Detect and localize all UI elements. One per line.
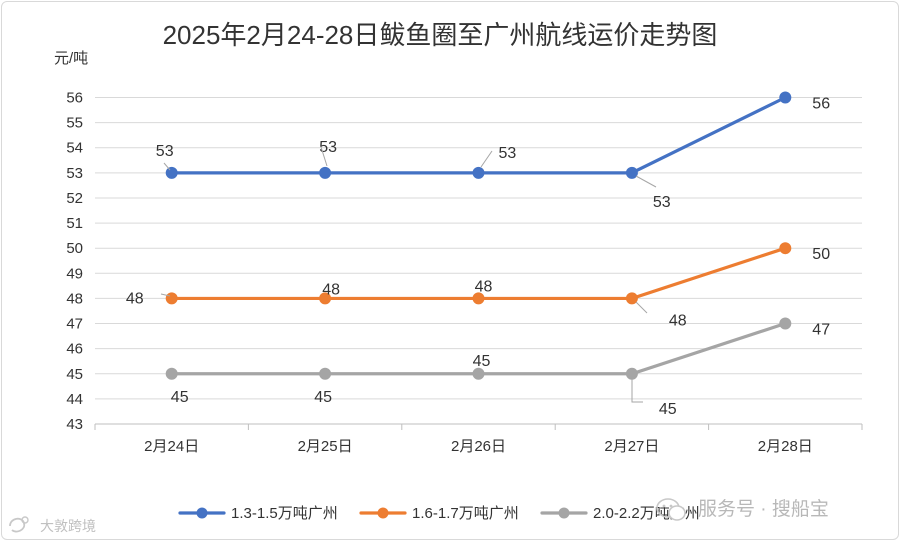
x-tick-label: 2月28日 <box>758 438 813 455</box>
data-label: 45 <box>171 389 189 406</box>
data-point <box>625 292 638 305</box>
y-tick-label: 56 <box>66 90 83 107</box>
series-layer <box>165 91 792 380</box>
y-axis-ticks: 43 44 45 46 47 48 49 50 51 52 53 54 55 56 <box>66 90 83 434</box>
y-axis-unit: 元/吨 <box>54 50 88 67</box>
data-label: 53 <box>653 194 671 211</box>
y-tick-label: 53 <box>66 165 83 182</box>
data-point <box>472 292 485 305</box>
y-tick-label: 55 <box>66 115 83 132</box>
data-label: 47 <box>812 322 830 339</box>
data-label: 48 <box>126 290 144 307</box>
data-point <box>319 367 332 380</box>
data-label: 45 <box>314 389 332 406</box>
y-tick-label: 45 <box>66 366 83 383</box>
data-label: 45 <box>473 353 491 370</box>
data-label: 53 <box>319 139 337 156</box>
label-leader-line <box>635 175 657 188</box>
data-point <box>319 292 332 305</box>
x-tick-label: 2月27日 <box>604 438 659 455</box>
data-label: 50 <box>812 246 830 263</box>
y-tick-label: 54 <box>66 140 83 157</box>
series-line <box>170 95 787 175</box>
legend-swatch-marker <box>558 507 570 519</box>
data-point <box>165 166 178 179</box>
legend: 1.3-1.5万吨广州 1.6-1.7万吨广州 2.0-2.2万吨广州 <box>178 505 700 522</box>
data-label: 45 <box>659 401 677 418</box>
y-tick-label: 47 <box>66 316 83 333</box>
data-point <box>472 367 485 380</box>
data-label: 53 <box>499 145 517 162</box>
data-point <box>165 292 178 305</box>
data-label: 53 <box>156 143 174 160</box>
legend-swatch-marker <box>196 507 208 519</box>
gridlines <box>95 97 862 425</box>
watermark-text: 服务号 · 搜船宝 <box>698 498 829 520</box>
watermark: 服务号 · 搜船宝 大敦跨境 <box>9 498 829 534</box>
label-leader-line <box>160 293 171 297</box>
x-tick-label: 2月25日 <box>298 438 353 455</box>
data-point <box>779 242 792 255</box>
chart-title: 2025年2月24-28日鲅鱼圈至广州航线运价走势图 <box>163 20 718 50</box>
data-point <box>779 91 792 104</box>
label-leader-line <box>631 379 643 403</box>
legend-label: 1.3-1.5万吨广州 <box>231 505 338 522</box>
y-tick-label: 48 <box>66 290 83 307</box>
data-point <box>165 367 178 380</box>
data-labels: 53 53 53 53 56 48 48 48 48 50 45 45 45 45 47 <box>126 96 830 418</box>
data-point <box>779 317 792 330</box>
data-point <box>472 166 485 179</box>
y-tick-label: 50 <box>66 240 83 257</box>
y-tick-label: 44 <box>66 391 83 408</box>
data-label: 56 <box>812 96 830 113</box>
y-tick-label: 52 <box>66 190 83 207</box>
y-tick-label: 49 <box>66 265 83 282</box>
corner-logo-icon <box>9 516 29 533</box>
x-tick-label: 2月26日 <box>451 438 506 455</box>
label-leader-line <box>163 162 171 171</box>
data-point <box>625 367 638 380</box>
data-point <box>319 166 332 179</box>
data-label: 48 <box>475 278 493 295</box>
x-axis: 2月24日 2月25日 2月26日 2月27日 2月28日 <box>94 424 863 455</box>
data-label: 48 <box>669 312 687 329</box>
data-point <box>625 166 638 179</box>
legend-label: 1.6-1.7万吨广州 <box>412 505 519 522</box>
label-leader-line <box>480 150 493 168</box>
y-tick-label: 51 <box>66 215 83 232</box>
legend-swatch-marker <box>377 507 389 519</box>
data-label: 48 <box>322 281 340 298</box>
corner-watermark-text: 大敦跨境 <box>40 518 96 534</box>
x-tick-label: 2月24日 <box>144 438 199 455</box>
label-leader-line <box>320 146 328 167</box>
wechat-icon <box>656 498 686 521</box>
label-leader-line <box>635 301 648 314</box>
y-tick-label: 46 <box>66 341 83 358</box>
y-tick-label: 43 <box>66 416 83 433</box>
